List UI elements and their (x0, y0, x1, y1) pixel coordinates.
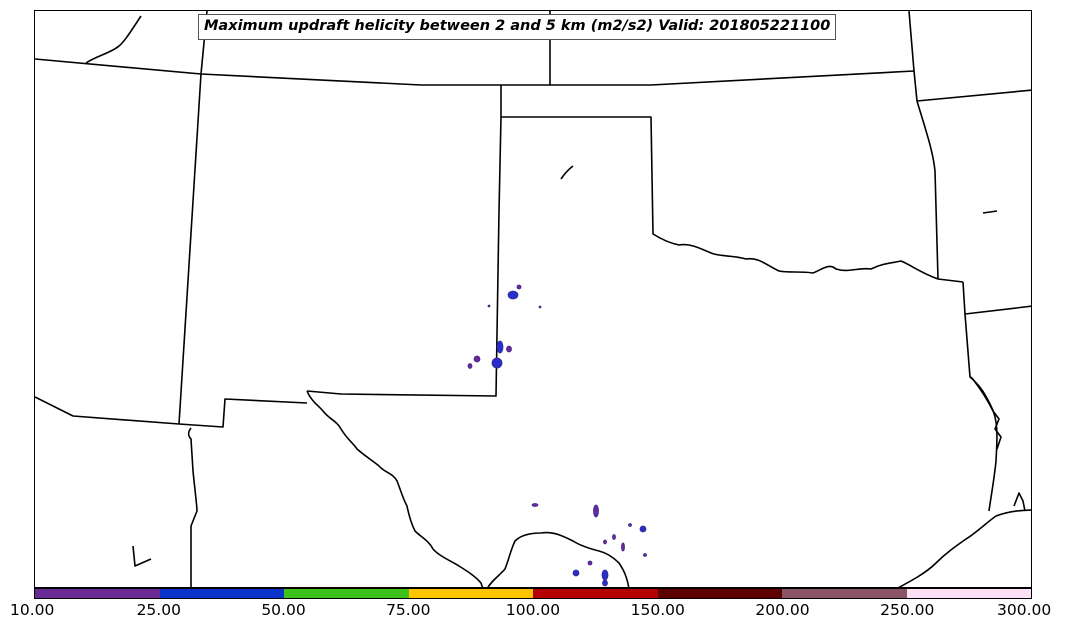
kansas-border (35, 58, 915, 86)
coast-detail-se (1013, 492, 1026, 512)
colorbar-tick-label: 250.00 (880, 601, 935, 619)
arizona-east (187, 427, 198, 587)
arkansas-west-border (916, 100, 939, 280)
colorbar-tick-label: 10.00 (10, 601, 55, 619)
map-title: Maximum updraft helicity between 2 and 5… (198, 14, 837, 40)
colorbar-tick-label: 150.00 (630, 601, 685, 619)
lake-detail-2 (982, 210, 998, 214)
arizona-north (35, 396, 180, 425)
map-panel (34, 10, 1032, 588)
colorbar-tick-label: 25.00 (136, 601, 181, 619)
louisiana-north (962, 281, 1031, 315)
colorbar (34, 588, 1032, 599)
lake-detail-3 (132, 545, 152, 567)
colorbar-tick-label: 200.00 (755, 601, 810, 619)
colorbar-segment (533, 589, 658, 598)
colorbar-tick-label: 75.00 (386, 601, 431, 619)
state-boundaries-map (35, 11, 1031, 587)
coast-bays (970, 376, 1002, 450)
newmexico-north (178, 73, 202, 425)
colorbar-segment (35, 589, 160, 598)
gulf-coast (898, 509, 1031, 587)
colorbar-segment (408, 589, 533, 598)
colorbar-segment (657, 589, 782, 598)
rio-grande (487, 531, 630, 587)
colorbar-segment (906, 589, 1031, 598)
newmexico-south (178, 398, 308, 428)
lake-detail (560, 165, 574, 180)
colorbar-tick-label: 50.00 (261, 601, 306, 619)
colorbar-segment (782, 589, 907, 598)
arkansas-border (916, 89, 1031, 102)
oklahoma-panhandle-west (306, 116, 502, 397)
colorbar-segment (284, 589, 409, 598)
colorbar-segment (159, 589, 284, 598)
louisiana-west (964, 313, 998, 512)
coast-detail-ne (85, 15, 142, 64)
colorbar-tick-label: 300.00 (997, 601, 1052, 619)
colorbar-tick-label: 100.00 (505, 601, 561, 619)
helicity-cells (467, 284, 647, 587)
texas-border (306, 390, 484, 587)
missouri-west-border (908, 11, 918, 102)
oklahoma-border (500, 85, 964, 283)
